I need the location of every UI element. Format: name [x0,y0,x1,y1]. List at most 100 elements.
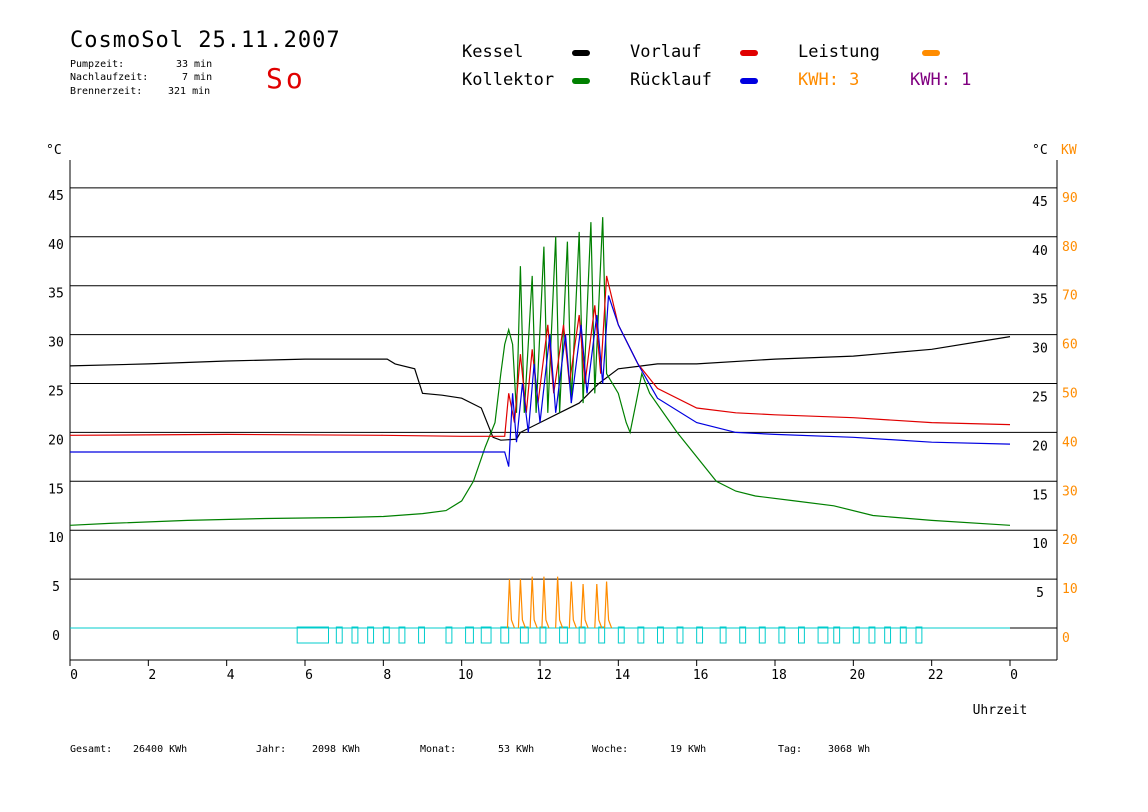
legend-kessel-key [572,50,590,56]
x-tick-label: 8 [383,668,391,683]
legend-kwh-second: KWH: 1 [910,70,972,90]
footer-tag-value: 3068 Wh [828,744,871,755]
x-tick-label: 22 [928,668,944,683]
pump-on-block [899,626,907,644]
y-tick-label-right: 15 [1032,488,1048,503]
series-line-vorlauf [69,275,1011,437]
pump-on-block [418,626,425,644]
pump-on-block [657,626,664,644]
y-tick-label-left: 45 [48,189,64,204]
legend-vorlauf-label: Vorlauf [630,42,702,62]
legend-kollektor-key [572,78,590,84]
pump-on-block [351,626,359,644]
footer-monat-label: Monat: [420,744,457,755]
y2-tick-label: 20 [1062,533,1078,548]
legend-kwh-solar: KWH: 3 [798,70,860,90]
pump-on-block [778,626,786,644]
pump-on-block [868,626,876,644]
footer-jahr-label: Jahr: [256,744,287,755]
pump-on-block [398,626,406,644]
y-tick-label-right: 20 [1032,439,1048,454]
legend-vorlauf-key [740,50,758,56]
pumpzeit-value: 33 min [176,59,213,70]
x-tick-label: 10 [458,668,474,683]
y2-axis-unit: KW [1061,143,1077,158]
pump-on-block [559,626,568,644]
y-tick-label-right: 10 [1032,537,1048,552]
y-axis-unit-left: °C [46,143,62,158]
leistung-spike [529,576,538,629]
y2-tick-label: 60 [1062,338,1078,353]
x-tick-label: 16 [693,668,709,683]
y-tick-label-right: 30 [1032,342,1048,357]
pump-on-block [817,626,829,644]
x-tick-label: 4 [227,668,235,683]
y-tick-label-right: 40 [1032,244,1048,259]
y-tick-label-left: 40 [48,238,64,253]
leistung-spike [594,583,603,629]
y-tick-label-left: 35 [48,287,64,302]
y2-tick-label: 10 [1062,582,1078,597]
leistung-spike [603,581,613,629]
pump-on-block [915,626,923,644]
leistung-spike [555,576,564,629]
pump-on-block [617,626,625,644]
pump-on-block [798,626,805,644]
y2-tick-label: 40 [1062,435,1078,450]
y-tick-label-left: 20 [48,433,64,448]
pump-on-block [852,626,860,644]
legend-leistung-key [922,50,940,56]
pump-on-block [833,626,841,644]
legend-ruecklauf-label: Rücklauf [630,70,712,90]
x-tick-label: 18 [771,668,787,683]
x-axis-label: Uhrzeit [973,703,1028,718]
pump-on-block [445,626,453,644]
pump-on-block [367,626,375,644]
y2-tick-label: 70 [1062,289,1078,304]
pump-on-block [519,626,529,644]
y2-tick-label: 30 [1062,484,1078,499]
pump-on-block [539,626,547,644]
pump-on-block [676,626,684,644]
leistung-spike [541,576,550,629]
pump-on-block [758,626,766,644]
leistung-spike [580,583,589,629]
x-tick-label: 6 [305,668,313,683]
footer-gesamt-value: 26400 KWh [133,744,188,755]
pump-on-block [480,626,492,644]
y-tick-label-left: 15 [48,482,64,497]
y2-tick-label: 50 [1062,387,1078,402]
y-tick-label-right: 5 [1036,586,1044,601]
footer-monat-value: 53 KWh [498,744,535,755]
footer-gesamt-label: Gesamt: [70,744,113,755]
y-tick-label-left: 10 [48,531,64,546]
pump-on-block [884,626,892,644]
pumpzeit-label: Pumpzeit: [70,59,125,70]
brennerzeit-label: Brennerzeit: [70,86,143,97]
weekday-label: So [266,62,306,95]
x-tick-label: 2 [148,668,156,683]
pump-on-block [500,626,510,644]
pump-on-block [719,626,727,644]
series-line-kollektor [69,217,1011,526]
y-tick-label-left: 0 [52,629,60,644]
pump-on-block [382,626,390,644]
nachlaufzeit-value: 7 min [182,72,213,83]
y-tick-label-left: 30 [48,336,64,351]
page-title: CosmoSol 25.11.2007 [70,28,341,53]
pump-on-block [696,626,704,644]
pump-on-block [296,626,329,644]
y-axis-unit-right: °C [1032,143,1048,158]
x-tick-label: 12 [536,668,552,683]
legend-leistung-label: Leistung [798,42,880,62]
legend-kollektor-label: Kollektor [462,70,555,90]
footer-tag-label: Tag: [778,744,803,755]
y2-tick-label: 0 [1062,631,1070,646]
brennerzeit-value: 321 min [168,86,211,97]
y-tick-label-left: 25 [48,385,64,400]
legend-ruecklauf-key [740,78,758,84]
pump-on-block [598,626,606,644]
x-tick-label: 14 [615,668,631,683]
nachlaufzeit-label: Nachlaufzeit: [70,72,149,83]
footer-woche-label: Woche: [592,744,629,755]
